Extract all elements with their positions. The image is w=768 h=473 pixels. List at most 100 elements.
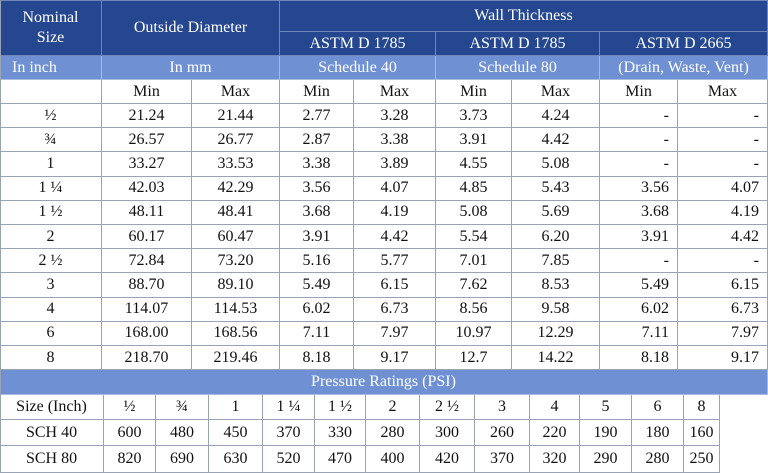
- table-cell-s40-min: 3.91: [280, 225, 354, 250]
- pressure-value-cell: 520: [263, 446, 315, 473]
- table-cell-nominal-size: ½: [0, 104, 102, 129]
- table-cell-od-min: 48.11: [102, 200, 192, 225]
- table-cell-s40-min: 6.02: [280, 297, 354, 322]
- table-cell-od-min: 88.70: [102, 273, 192, 298]
- table-cell-od-min: 168.00: [102, 321, 192, 346]
- table-cell-s80-min: 3.73: [436, 104, 512, 129]
- outside-diameter-header: Outside Diameter: [102, 0, 280, 56]
- dwv-max-label: Max: [678, 80, 768, 104]
- table-cell-s80-min: 8.56: [436, 297, 512, 322]
- table-cell-s80-min: 3.91: [436, 128, 512, 153]
- table-cell-dwv-min: 6.02: [600, 297, 678, 322]
- table-cell-od-max: 168.56: [192, 321, 280, 346]
- table-cell-od-max: 21.44: [192, 104, 280, 129]
- pressure-value-cell: 820: [104, 446, 156, 473]
- table-cell-od-max: 60.47: [192, 225, 280, 250]
- table-cell-s40-min: 7.11: [280, 321, 354, 346]
- table-cell-s40-min: 3.56: [280, 176, 354, 201]
- table-cell-dwv-max: -: [678, 152, 768, 177]
- table-cell-dwv-max: 4.19: [678, 200, 768, 225]
- minmax-blank: [0, 80, 102, 104]
- table-cell-dwv-max: -: [678, 104, 768, 129]
- table-cell-od-max: 73.20: [192, 249, 280, 274]
- table-cell-s80-min: 7.01: [436, 249, 512, 274]
- table-cell-dwv-min: 5.49: [600, 273, 678, 298]
- pressure-value-cell: 180: [632, 420, 684, 446]
- pressure-value-cell: 280: [632, 446, 684, 473]
- pressure-size-cell: 5: [580, 395, 632, 420]
- table-cell-nominal-size: ¾: [0, 128, 102, 153]
- pressure-size-cell: 1 ¼: [263, 395, 315, 420]
- nominal-size-line1: Nominal: [22, 8, 79, 26]
- table-cell-s40-min: 2.87: [280, 128, 354, 153]
- table-cell-dwv-max: 4.42: [678, 225, 768, 250]
- table-cell-nominal-size: 3: [0, 273, 102, 298]
- table-cell-od-min: 60.17: [102, 225, 192, 250]
- table-cell-od-min: 72.84: [102, 249, 192, 274]
- table-cell-s40-max: 7.97: [354, 321, 436, 346]
- table-cell-s40-min: 3.38: [280, 152, 354, 177]
- table-cell-od-max: 48.41: [192, 200, 280, 225]
- table-cell-nominal-size: 2 ½: [0, 249, 102, 274]
- pressure-size-cell: 1 ½: [315, 395, 366, 420]
- nominal-size-header: Nominal Size: [0, 0, 102, 56]
- wall-thickness-header: Wall Thickness: [280, 0, 768, 32]
- table-cell-dwv-max: 7.97: [678, 321, 768, 346]
- pressure-ratings-title: Pressure Ratings (PSI): [0, 370, 768, 395]
- pressure-size-cell: 1: [209, 395, 263, 420]
- pressure-size-label: Size (Inch): [0, 395, 104, 420]
- table-cell-s80-min: 10.97: [436, 321, 512, 346]
- dwv-header: (Drain, Waste, Vent): [600, 56, 768, 80]
- table-cell-od-max: 26.77: [192, 128, 280, 153]
- pressure-size-cell: 2 ½: [420, 395, 475, 420]
- table-cell-s80-max: 14.22: [512, 346, 600, 371]
- pressure-value-cell: 320: [530, 446, 580, 473]
- table-cell-od-max: 89.10: [192, 273, 280, 298]
- table-cell-s40-max: 9.17: [354, 346, 436, 371]
- table-cell-s80-max: 8.53: [512, 273, 600, 298]
- s80-max-label: Max: [512, 80, 600, 104]
- table-cell-s40-min: 8.18: [280, 346, 354, 371]
- table-cell-dwv-min: 3.68: [600, 200, 678, 225]
- table-cell-s40-max: 3.89: [354, 152, 436, 177]
- table-cell-s80-max: 4.42: [512, 128, 600, 153]
- table-cell-od-max: 42.29: [192, 176, 280, 201]
- nominal-size-line2: Size: [36, 28, 65, 46]
- table-cell-s40-max: 3.38: [354, 128, 436, 153]
- pressure-value-cell: 420: [420, 446, 475, 473]
- unit-mm-header: In mm: [102, 56, 280, 80]
- pressure-size-cell: ¾: [156, 395, 209, 420]
- table-cell-s80-min: 4.85: [436, 176, 512, 201]
- table-cell-dwv-min: 3.91: [600, 225, 678, 250]
- table-cell-dwv-min: 7.11: [600, 321, 678, 346]
- table-cell-nominal-size: 1 ½: [0, 200, 102, 225]
- s40-max-label: Max: [354, 80, 436, 104]
- pressure-value-cell: 370: [475, 446, 530, 473]
- schedule-80-header: Schedule 80: [436, 56, 600, 80]
- pressure-value-cell: 470: [315, 446, 366, 473]
- table-cell-dwv-min: -: [600, 152, 678, 177]
- unit-inch-header: In inch: [0, 56, 102, 80]
- pressure-value-cell: 600: [104, 420, 156, 446]
- table-cell-dwv-max: -: [678, 249, 768, 274]
- table-cell-s40-max: 6.15: [354, 273, 436, 298]
- pressure-value-cell: 160: [684, 420, 720, 446]
- pressure-value-cell: 370: [263, 420, 315, 446]
- table-cell-s40-min: 5.16: [280, 249, 354, 274]
- table-cell-s40-min: 5.49: [280, 273, 354, 298]
- od-min-label: Min: [102, 80, 192, 104]
- table-cell-nominal-size: 6: [0, 321, 102, 346]
- pressure-value-cell: 220: [530, 420, 580, 446]
- table-cell-dwv-min: -: [600, 249, 678, 274]
- pressure-size-cell: ½: [104, 395, 156, 420]
- table-cell-s40-max: 5.77: [354, 249, 436, 274]
- table-cell-od-min: 218.70: [102, 346, 192, 371]
- standard-header-1: ASTM D 1785: [280, 32, 436, 56]
- table-cell-od-max: 33.53: [192, 152, 280, 177]
- table-cell-dwv-min: 8.18: [600, 346, 678, 371]
- table-cell-dwv-min: 3.56: [600, 176, 678, 201]
- pressure-value-cell: 300: [420, 420, 475, 446]
- pressure-value-cell: 190: [580, 420, 632, 446]
- table-cell-s80-max: 9.58: [512, 297, 600, 322]
